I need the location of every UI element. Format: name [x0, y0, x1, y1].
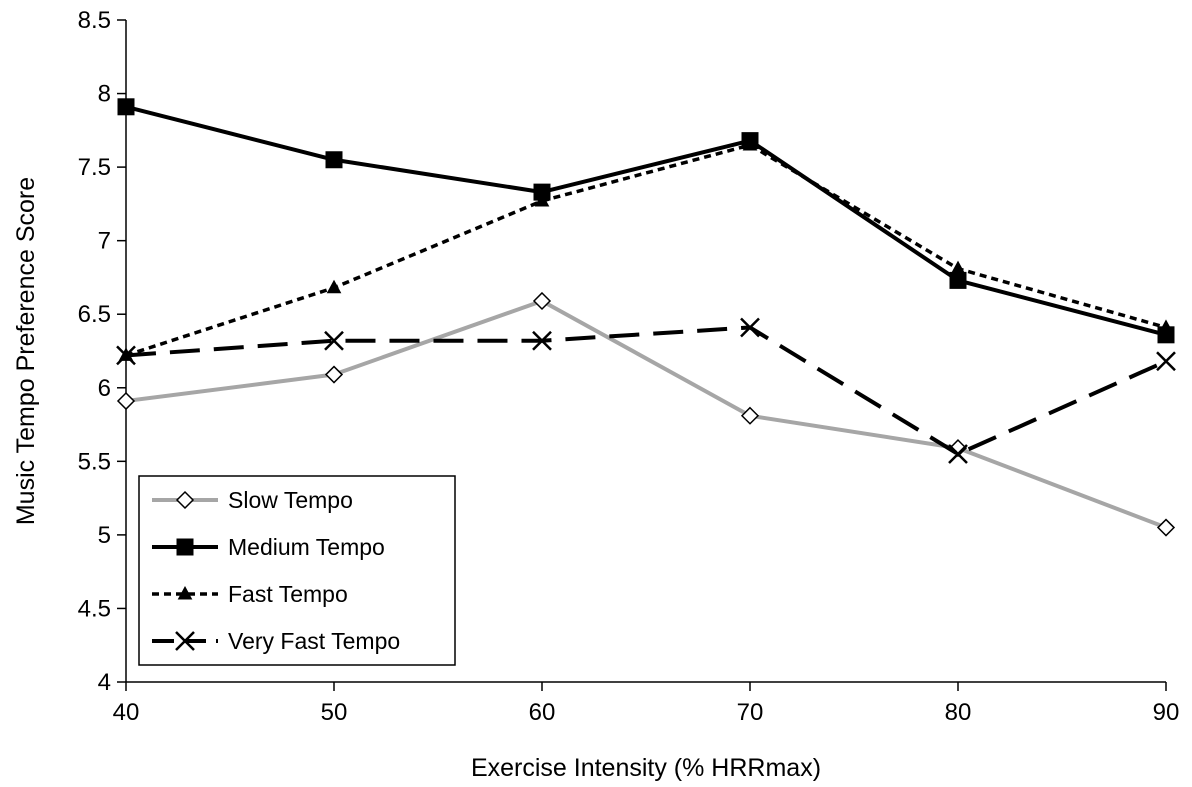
legend-marker — [175, 490, 195, 510]
series-line — [125, 143, 1167, 358]
x-axis-title: Exercise Intensity (% HRRmax) — [471, 754, 821, 782]
y-tick-label: 4 — [98, 669, 111, 696]
data-point — [324, 330, 344, 351]
series-fast-tempo — [118, 136, 1174, 361]
y-tick-label: 7 — [98, 228, 111, 255]
x-tick-label: 40 — [113, 699, 140, 726]
y-tick-label: 4.5 — [78, 595, 111, 622]
series-line — [125, 298, 1167, 530]
data-point — [741, 132, 759, 150]
legend-label: Very Fast Tempo — [228, 628, 400, 654]
data-point — [949, 271, 967, 289]
data-point — [118, 347, 134, 361]
data-point — [326, 279, 342, 294]
y-tick-label: 6 — [98, 375, 111, 402]
y-tick-label: 6.5 — [78, 301, 111, 328]
legend: Slow Tempo Medium Tempo Fast Tempo Very Fas… — [138, 475, 456, 666]
series-slow-tempo — [116, 291, 1176, 537]
data-point — [740, 406, 760, 425]
data-point — [532, 291, 552, 311]
data-point — [325, 151, 343, 169]
y-tick-label: 5 — [98, 522, 111, 549]
y-tick-label: 7.5 — [78, 154, 111, 181]
data-point — [533, 183, 551, 201]
legend-item: Fast Tempo — [152, 581, 348, 607]
legend-item: Slow Tempo — [152, 487, 353, 513]
legend-marker — [176, 538, 194, 556]
plot-area — [116, 98, 1176, 537]
legend-item: Medium Tempo — [152, 534, 385, 560]
data-point — [532, 330, 552, 351]
data-point — [1157, 326, 1175, 344]
x-tick-label: 60 — [529, 699, 556, 726]
y-tick-label: 5.5 — [78, 448, 111, 475]
series-line — [125, 104, 1167, 337]
legend-marker — [175, 631, 195, 651]
y-tick-label: 8 — [98, 81, 111, 108]
data-point — [116, 391, 136, 411]
data-point — [948, 444, 968, 464]
data-point — [950, 260, 966, 275]
legend-label: Fast Tempo — [228, 581, 348, 607]
legend-label: Medium Tempo — [228, 534, 385, 560]
x-tick-label: 80 — [945, 699, 972, 726]
series-line — [125, 325, 1167, 456]
data-point — [117, 98, 135, 116]
series-medium-tempo — [117, 98, 1175, 344]
y-tick-label: 8.5 — [78, 7, 111, 34]
data-point — [324, 365, 344, 384]
x-tick-label: 90 — [1153, 699, 1180, 726]
axes: 4 4.5 5 5.5 6 6.5 7 7.5 8 8.5 40 50 60 70 80 90 — [78, 7, 1180, 726]
series-very-fast-tempo — [116, 317, 1176, 464]
legend-label: Slow Tempo — [228, 487, 353, 513]
data-point — [1156, 518, 1176, 537]
data-point — [1156, 351, 1176, 372]
x-tick-label: 70 — [737, 699, 764, 726]
data-point — [740, 317, 760, 338]
legend-item: Very Fast Tempo — [152, 628, 400, 654]
legend-marker — [177, 585, 193, 600]
x-tick-label: 50 — [321, 699, 348, 726]
y-axis-title: Music Tempo Preference Score — [12, 177, 40, 525]
